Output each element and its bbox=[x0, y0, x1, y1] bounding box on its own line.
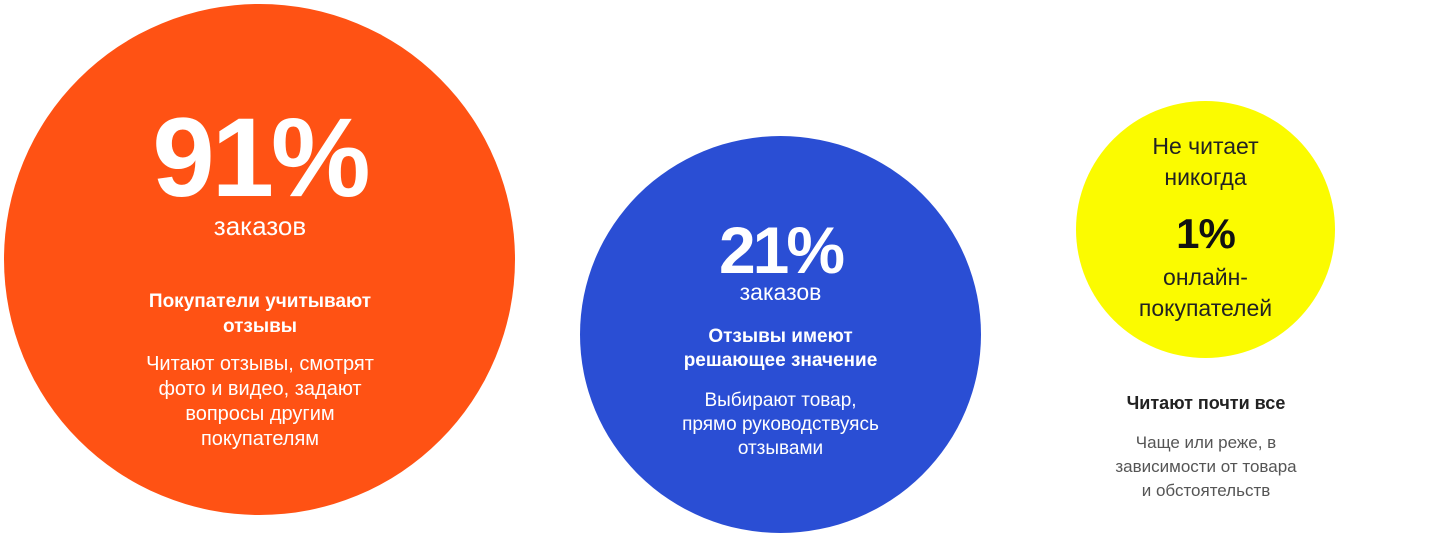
stat-1-unit: онлайн- покупателей bbox=[1138, 264, 1273, 321]
stat-91-description: Читают отзывы, смотрят фото и видео, зад… bbox=[146, 353, 374, 450]
stat-21-percent: 21% bbox=[718, 213, 845, 287]
yellow-circle bbox=[1076, 101, 1335, 358]
stat-1-description: Чаще или реже, в зависимости от товара и… bbox=[1115, 433, 1297, 500]
stat-21-heading: Отзывы имеют решающее значение bbox=[683, 326, 878, 371]
orange-circle bbox=[4, 4, 515, 515]
stat-1-percent: 1% bbox=[1176, 210, 1236, 257]
stat-1-top-label: Не читает никогда bbox=[1152, 133, 1259, 190]
stat-91-percent: 91% bbox=[152, 95, 370, 220]
blue-circle bbox=[580, 136, 981, 533]
stat-91-heading: Покупатели учитывают отзывы bbox=[148, 291, 372, 337]
stat-1-heading: Читают почти все bbox=[1126, 393, 1286, 413]
stat-21-description: Выбирают товар, прямо руководствуясь отз… bbox=[682, 390, 879, 459]
stat-21-unit: заказов bbox=[739, 279, 822, 305]
stat-91-unit: заказов bbox=[213, 211, 307, 241]
